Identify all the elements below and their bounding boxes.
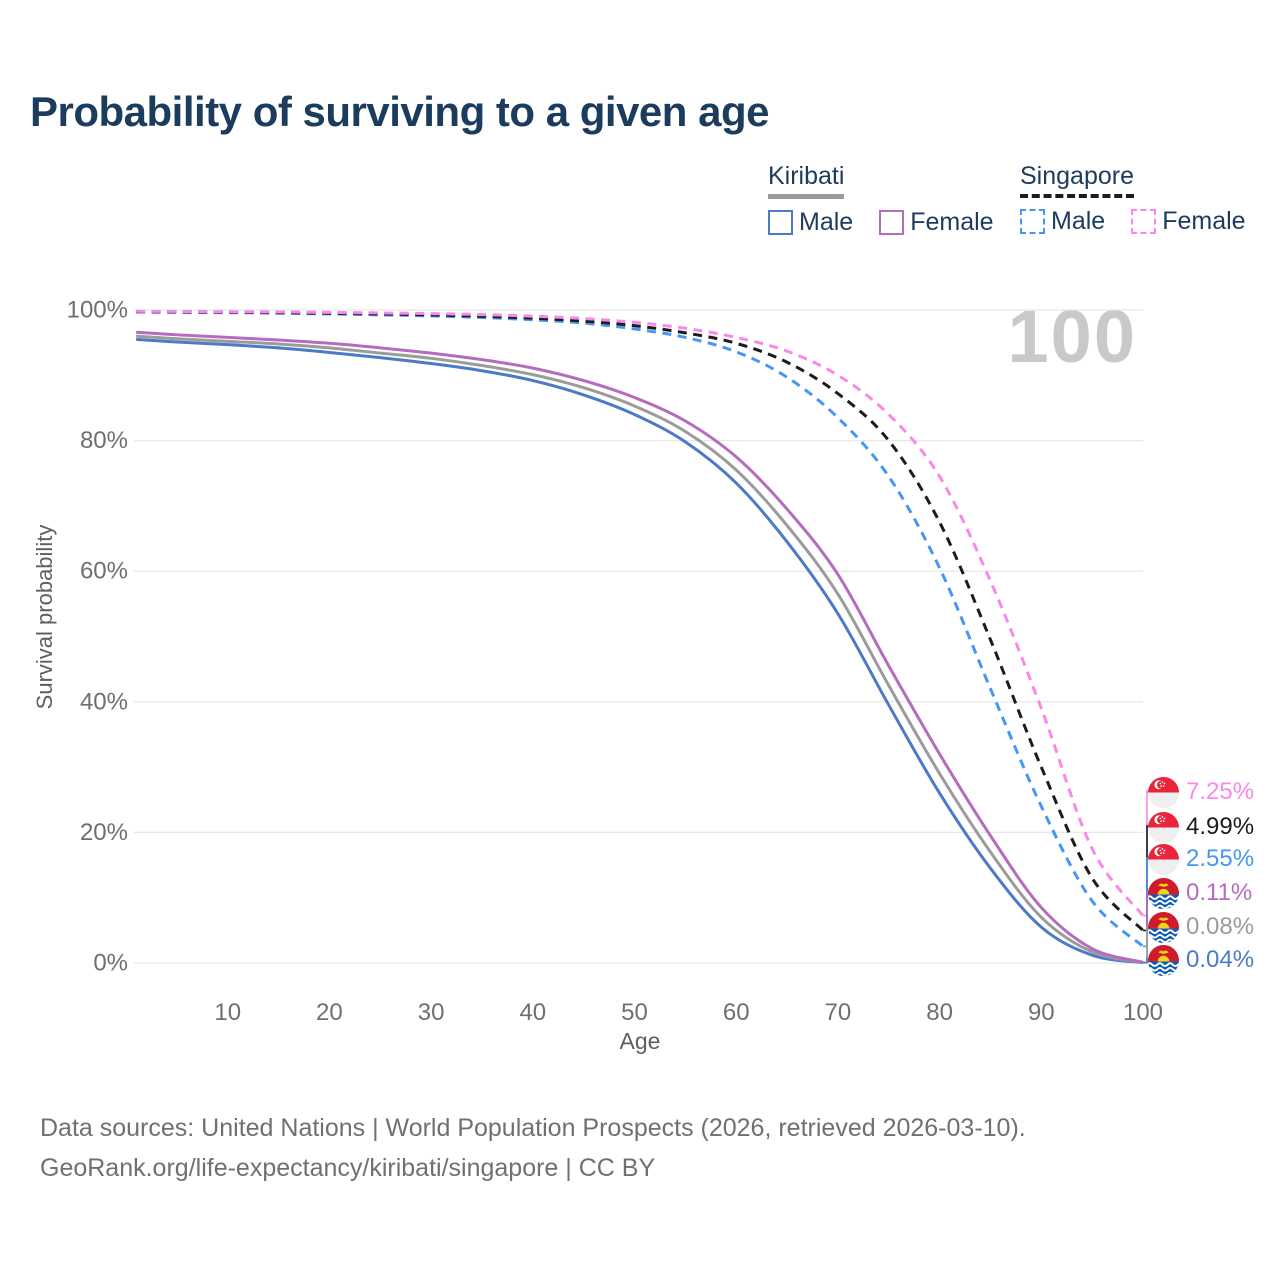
end-value: 2.55%	[1186, 845, 1255, 872]
kiribati-male-swatch	[768, 210, 793, 235]
footer: Data sources: United Nations | World Pop…	[40, 1108, 1026, 1188]
svg-text:0%: 0%	[93, 950, 128, 977]
legend-item-singapore-female: Female	[1131, 207, 1246, 236]
svg-text:60%: 60%	[80, 558, 128, 585]
x-axis-title: Age	[619, 1028, 661, 1054]
svg-text:90: 90	[1028, 999, 1055, 1026]
singapore-male-label: Male	[1051, 207, 1106, 235]
singapore-flag-icon	[1148, 776, 1179, 808]
svg-text:30: 30	[418, 999, 445, 1026]
legend-group-kiribati: Kiribati Male Female	[768, 162, 994, 237]
footer-data-sources: Data sources: United Nations | World Pop…	[40, 1114, 1026, 1142]
footer-attribution: GeoRank.org/life-expectancy/kiribati/sin…	[40, 1154, 656, 1182]
legend-country-kiribati: Kiribati	[768, 162, 845, 199]
end-value: 4.99%	[1186, 813, 1255, 840]
end-value: 0.04%	[1186, 946, 1255, 973]
legend-item-kiribati-female: Female	[879, 208, 994, 237]
legend-items-singapore: Male Female	[1020, 207, 1246, 236]
kiribati-male-label: Male	[799, 208, 854, 236]
singapore-female-swatch	[1131, 209, 1157, 234]
end-label-kiribati-total: 0.08%	[1148, 911, 1254, 943]
end-value: 7.25%	[1186, 778, 1255, 805]
svg-text:60: 60	[723, 999, 750, 1026]
singapore-flag-icon	[1148, 843, 1179, 875]
svg-text:80: 80	[926, 999, 953, 1026]
kiribati-female-label: Female	[910, 208, 994, 236]
singapore-flag-icon	[1148, 811, 1179, 843]
svg-text:100%: 100%	[67, 297, 128, 324]
legend-group-singapore: Singapore Male Female	[1020, 162, 1246, 236]
legend-country-singapore: Singapore	[1020, 162, 1134, 198]
kiribati-female-swatch	[879, 210, 905, 235]
legend-item-singapore-male: Male	[1020, 207, 1105, 236]
svg-text:70: 70	[825, 999, 852, 1026]
page-title: Probability of surviving to a given age	[30, 88, 769, 135]
end-label-kiribati-male: 0.04%	[1148, 944, 1254, 976]
kiribati-flag-icon	[1148, 911, 1179, 943]
svg-text:40%: 40%	[80, 688, 128, 715]
age-watermark: 100	[1007, 295, 1137, 378]
end-label-singapore-male: 2.55%	[1148, 843, 1254, 875]
kiribati-flag-icon	[1148, 877, 1179, 909]
kiribati-flag-icon	[1148, 944, 1179, 976]
svg-text:100: 100	[1123, 999, 1163, 1026]
singapore-male-swatch	[1020, 209, 1045, 234]
svg-text:20: 20	[316, 999, 343, 1026]
end-label-singapore-female: 7.25%	[1148, 776, 1254, 808]
svg-text:50: 50	[621, 999, 648, 1026]
svg-text:20%: 20%	[80, 819, 128, 846]
singapore-female-label: Female	[1162, 207, 1246, 235]
svg-text:40: 40	[519, 999, 546, 1026]
end-label-kiribati-female: 0.11%	[1148, 877, 1252, 909]
end-value: 0.11%	[1186, 879, 1253, 906]
svg-text:80%: 80%	[80, 427, 128, 454]
end-value: 0.08%	[1186, 913, 1255, 940]
svg-text:10: 10	[214, 999, 241, 1026]
end-label-singapore-total: 4.99%	[1148, 811, 1254, 843]
legend-item-kiribati-male: Male	[768, 208, 853, 237]
legend-items-kiribati: Male Female	[768, 208, 994, 237]
